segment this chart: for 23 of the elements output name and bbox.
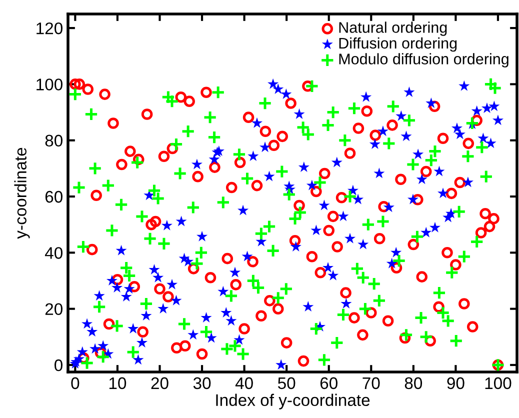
legend-label: Diffusion ordering — [339, 37, 457, 52]
x-axis-title: Index of y-coordinate — [216, 394, 370, 410]
y-tick-label: 40 — [44, 247, 62, 259]
x-tick-label: 20 — [151, 377, 168, 390]
y-axis-title: y-coordinate — [14, 148, 30, 239]
y-tick-label: 100 — [36, 78, 62, 90]
x-tick-label: 90 — [447, 377, 464, 390]
legend-label: Modulo diffusion ordering — [339, 53, 508, 68]
x-tick-label: 0 — [71, 377, 80, 390]
y-tick-label: 120 — [36, 22, 62, 34]
y-tick-label: 80 — [45, 134, 62, 147]
x-tick-label: 80 — [404, 377, 422, 390]
x-tick-label: 40 — [235, 377, 253, 390]
legend-label: Natural ordering — [339, 22, 447, 36]
y-tick-label: 20 — [45, 303, 62, 316]
x-tick-label: 70 — [362, 377, 380, 390]
x-tick-label: 30 — [193, 377, 211, 390]
x-tick-label: 10 — [109, 377, 126, 390]
y-tick-label: 0 — [54, 359, 62, 372]
x-tick-label: 60 — [320, 377, 338, 390]
x-tick-label: 50 — [278, 377, 296, 390]
y-tick-label: 60 — [45, 190, 62, 203]
x-tick-label: 100 — [485, 377, 512, 390]
